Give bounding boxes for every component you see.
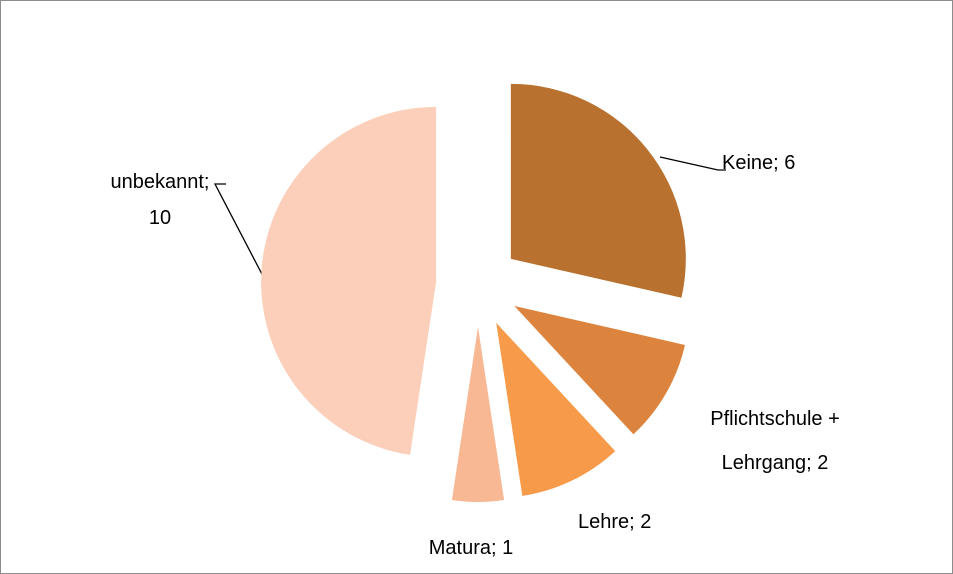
data-label: Keine; 6	[722, 152, 796, 174]
pie-slice	[451, 327, 505, 502]
pie-slice	[514, 306, 685, 435]
leader-line	[213, 183, 266, 281]
data-label: Lehre; 2	[578, 511, 652, 533]
data-label: Pflichtschule + Lehrgang; 2	[710, 408, 840, 474]
pie-slice	[510, 83, 686, 298]
pie-slice	[496, 322, 616, 496]
data-label: unbekannt; 10	[110, 171, 210, 229]
pie-slice	[261, 106, 437, 455]
leader-line	[659, 156, 726, 171]
data-label: Matura; 1	[428, 537, 514, 559]
